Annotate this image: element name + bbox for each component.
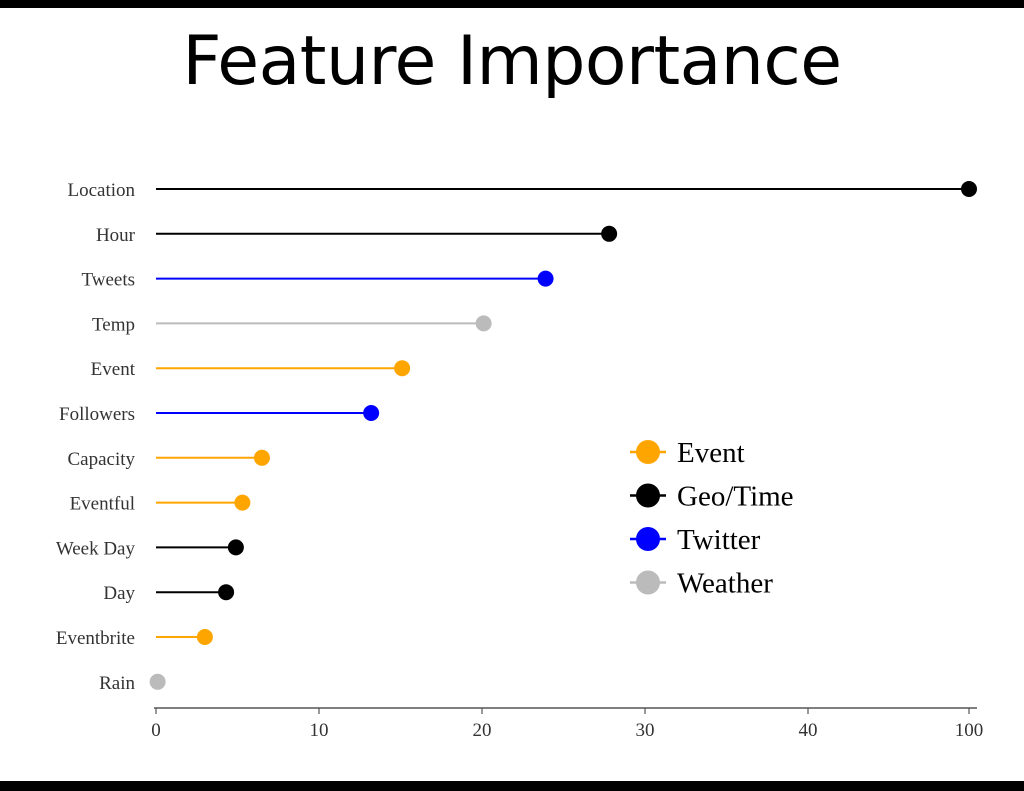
point-followers xyxy=(363,405,380,421)
y-label-week-day: Week Day xyxy=(56,538,136,559)
x-tick-label: 30 xyxy=(636,720,655,741)
point-tweets xyxy=(537,270,554,287)
y-label-eventbrite: Eventbrite xyxy=(56,628,135,649)
point-location xyxy=(961,181,977,197)
x-tick-label: 10 xyxy=(310,720,329,741)
lollipop-chart: 0 10 20 30 40 100 Location Hour Tweets Temp Event F… xyxy=(56,180,984,741)
point-event xyxy=(394,360,411,377)
chart-title: Feature Importance xyxy=(182,22,842,101)
point-day xyxy=(218,584,235,601)
legend-label-weather: Weather xyxy=(677,568,773,600)
point-eventbrite xyxy=(196,629,213,645)
slide: Feature Importance 0 10 20 30 40 100 Location H… xyxy=(0,8,1024,781)
x-tick-label: 0 xyxy=(151,720,161,741)
y-label-hour: Hour xyxy=(96,225,136,246)
y-label-location: Location xyxy=(67,180,135,201)
legend-marker-twitter xyxy=(636,527,660,551)
y-label-eventful: Eventful xyxy=(70,494,135,515)
legend-label-geo-time: Geo/Time xyxy=(677,481,794,513)
point-eventful xyxy=(234,494,251,511)
y-label-rain: Rain xyxy=(99,673,135,694)
legend-marker-event xyxy=(636,440,660,464)
x-tick-label: 20 xyxy=(473,720,492,741)
point-week-day xyxy=(227,539,244,556)
y-label-capacity: Capacity xyxy=(67,449,135,470)
legend-label-twitter: Twitter xyxy=(677,524,761,556)
point-hour xyxy=(601,225,618,242)
y-label-tweets: Tweets xyxy=(81,270,135,291)
point-rain xyxy=(149,673,166,690)
x-tick-label: 40 xyxy=(799,720,818,741)
x-tick-label: 100 xyxy=(955,720,984,741)
point-capacity xyxy=(253,449,270,466)
legend-marker-geo-time xyxy=(636,483,660,508)
legend-marker-weather xyxy=(636,570,660,595)
legend-label-event: Event xyxy=(677,437,745,469)
y-label-day: Day xyxy=(103,583,135,604)
y-label-followers: Followers xyxy=(59,404,135,425)
y-label-temp: Temp xyxy=(92,314,135,335)
y-label-event: Event xyxy=(91,359,136,380)
point-temp xyxy=(475,315,492,332)
